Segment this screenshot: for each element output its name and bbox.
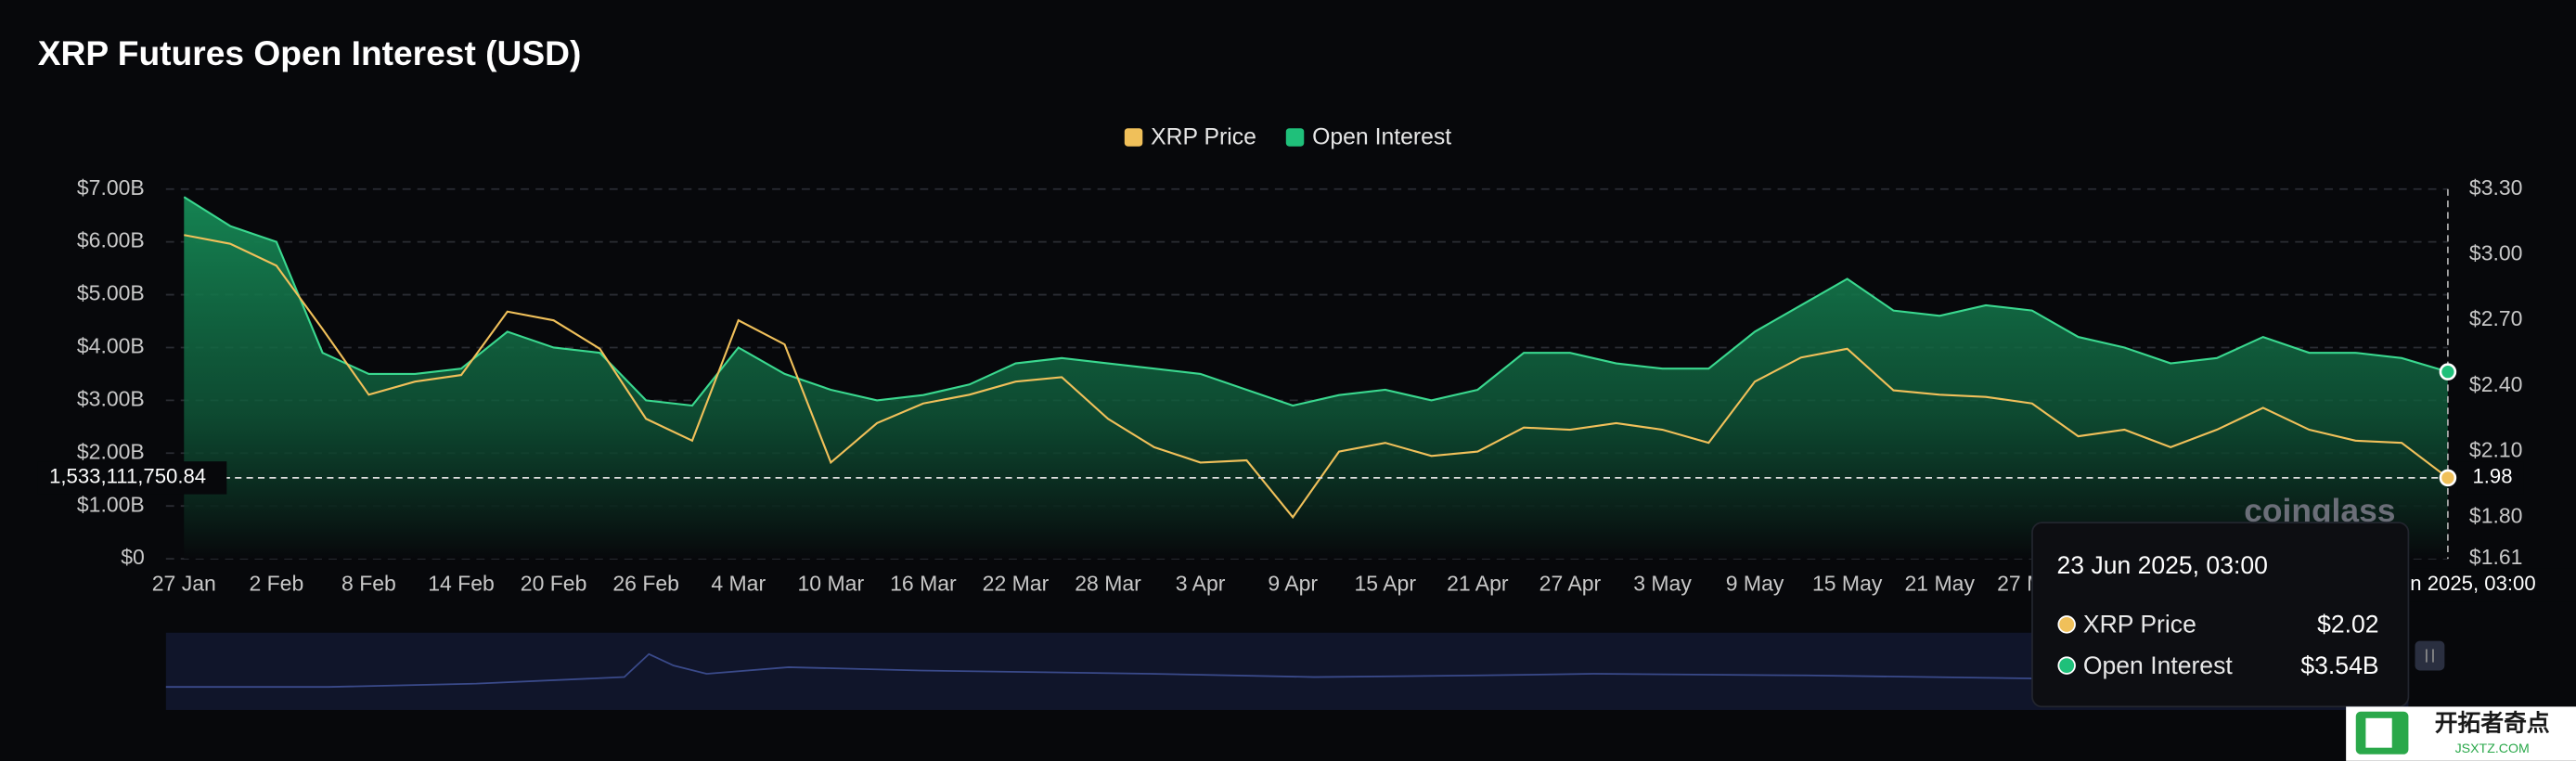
tooltip-label: Open Interest [2083, 651, 2233, 679]
tooltip-label: XRP Price [2083, 611, 2196, 638]
y2-tick-label: $1.80 [2469, 503, 2523, 527]
line [183, 196, 2449, 407]
legend-label: Open Interest [1312, 124, 1451, 149]
x-tick-label: 2 Feb [249, 571, 303, 595]
crosshair-y-box [37, 461, 227, 495]
x-tick-label: 21 Apr [1447, 571, 1509, 595]
y-tick-label: $0 [121, 545, 145, 569]
logo-name: 开拓者奇点 [2435, 710, 2550, 736]
legend-swatch [1124, 128, 1143, 147]
x-tick-label: 26 Feb [612, 571, 679, 595]
navigator-line [165, 652, 2409, 689]
x-tick-label: 21 May [1905, 571, 1976, 595]
legend-swatch [1285, 128, 1305, 147]
chart-title: XRP Futures Open Interest (USD) [38, 33, 582, 72]
x-tick-label: 9 May [1726, 571, 1784, 595]
y2-tick-label: $2.10 [2469, 438, 2523, 462]
y-tick-label: $1.00B [77, 492, 145, 516]
x-tick-label: 27 Apr [1539, 571, 1602, 595]
tooltip-value: $3.54B [2300, 651, 2378, 679]
logo-icon-inner [2365, 717, 2392, 748]
legend: XRP Price Open Interest [1124, 124, 1452, 149]
logo-site: JSXTZ.COM [2455, 742, 2530, 756]
y2-tick-label: $2.70 [2469, 306, 2523, 330]
x-tick-label: 16 Mar [890, 571, 957, 595]
crosshair-y2-label: 1.98 [2472, 465, 2512, 488]
point-marker [2439, 363, 2457, 380]
plot [183, 196, 2449, 560]
x-tick-label: 15 Apr [1355, 571, 1417, 595]
x-tick-label: 10 Mar [798, 571, 865, 595]
line [184, 234, 2449, 520]
y-tick-label: $7.00B [77, 175, 145, 200]
y2-tick-label: $3.30 [2469, 175, 2523, 200]
legend-label: XRP Price [1151, 124, 1256, 149]
x-tick-label: 28 Mar [1075, 571, 1141, 595]
x-tick-label: 8 Feb [341, 571, 396, 595]
tooltip-swatch [2057, 615, 2076, 634]
legend-item[interactable]: Open Interest [1285, 124, 1452, 149]
x-tick-label: 27 Jan [152, 571, 216, 595]
crosshair-y-label: 1,533,111,750.84 [49, 465, 206, 488]
legend-item[interactable]: XRP Price [1124, 124, 1256, 149]
tooltip-value: $2.02 [2317, 611, 2378, 638]
point-marker [2439, 469, 2457, 487]
x-tick-label: 9 Apr [1268, 571, 1318, 595]
x-tick-label: 4 Mar [711, 571, 766, 595]
area [184, 197, 2448, 560]
y2-tick-label: $3.00 [2469, 241, 2523, 265]
y-tick-label: $2.00B [77, 439, 145, 463]
x-tick-label: 3 Apr [1176, 571, 1226, 595]
x-tick-label: 15 May [1812, 571, 1883, 595]
y-tick-label: $4.00B [77, 334, 145, 358]
tooltip-swatch [2057, 656, 2076, 675]
y2-tick-label: $2.40 [2469, 372, 2523, 396]
navigator-handle[interactable] [2415, 640, 2445, 671]
y-tick-label: $5.00B [77, 281, 145, 305]
x-tick-label: 3 May [1633, 571, 1692, 595]
y2-tick-label: $1.61 [2469, 545, 2523, 569]
tooltip-title: 23 Jun 2025, 03:00 [2057, 551, 2268, 579]
x-tick-label: 22 Mar [983, 571, 1050, 595]
x-tick-label: 20 Feb [521, 571, 587, 595]
y-tick-label: $3.00B [77, 386, 145, 410]
tooltip [2031, 522, 2410, 708]
y-tick-label: $6.00B [77, 228, 145, 252]
crosshair-y2-box [2457, 461, 2524, 495]
x-tick-label: 14 Feb [428, 571, 495, 595]
